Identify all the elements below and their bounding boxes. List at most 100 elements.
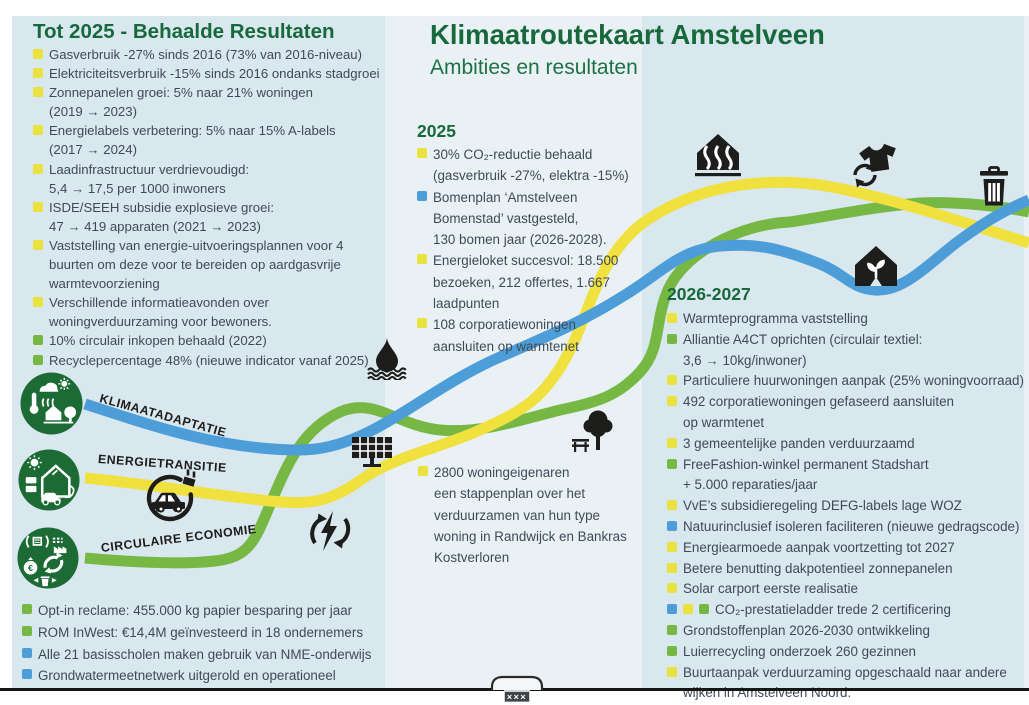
bullet-square (33, 87, 43, 98)
list-item-text: Laadinfrastructuur verdrievoudigd: 5,4 →… (49, 161, 250, 196)
svg-text:€: € (28, 563, 33, 573)
bullet-group (667, 663, 683, 677)
bullet-group (417, 314, 433, 329)
list-item-text: Grondstoffenplan 2026-2030 ontwikkeling (683, 622, 930, 638)
bullet-group (22, 665, 38, 680)
bullet-group (33, 236, 49, 250)
page-subtitle: Ambities en resultaten (430, 56, 638, 79)
waste-bin-icon (980, 166, 1008, 206)
bullet-square (33, 239, 43, 250)
list-item: 2800 woningeigenaren een stappenplan ove… (418, 462, 648, 568)
bullet-group (667, 309, 683, 323)
list-item-text: 2800 woningeigenaren een stappenplan ove… (434, 465, 627, 566)
list-item: ISDE/SEEH subsidie explosieve groei: 47 … (33, 198, 393, 236)
list-item: VvE’s subsidieregeling DEFG-labels lage … (667, 496, 1029, 517)
list-item: 10% circulair inkopen behaald (2022) (33, 331, 393, 350)
bullet-group (667, 559, 683, 573)
section-2025-heading: 2025 (417, 121, 456, 141)
list-item: FreeFashion-winkel permanent Stadshart +… (667, 455, 1029, 497)
list-item-text: Energielabels verbetering: 5% naar 15% A… (49, 123, 336, 158)
solar-panel-icon (352, 437, 392, 467)
bullet-group (33, 351, 49, 365)
list-item: Betere benutting dakpotentieel zonnepane… (667, 559, 1029, 580)
bullet-square (667, 624, 677, 635)
bullet-group (33, 121, 49, 136)
list-item: Alliantie A4CT oprichten (circulair text… (667, 330, 1029, 372)
bullet-square (667, 562, 677, 573)
bullet-square (33, 201, 43, 212)
bullet-group (33, 64, 49, 79)
list-item-text: Opt-in reclame: 455.000 kg papier bespar… (38, 603, 353, 618)
list-item-text: ROM InWest: €14,4M geïnvesteerd in 18 on… (38, 624, 364, 640)
bullet-square (33, 354, 43, 365)
bullet-square (699, 604, 709, 615)
bullet-group (33, 45, 49, 59)
page-title: Klimaatroutekaart Amstelveen (430, 19, 825, 50)
list-item: Zonnepanelen groei: 5% naar 21% woningen… (33, 83, 393, 121)
bullet-square (667, 458, 677, 469)
bullet-group (667, 496, 683, 511)
list-item-text: Solar carport eerste realisatie (683, 581, 858, 597)
bullet-square (667, 541, 677, 552)
list-item-text: Verschillende informatieavonden over won… (49, 295, 272, 330)
list-item-text: Energieloket succesvol: 18.500 bezoeken,… (433, 253, 619, 312)
bullet-square (667, 604, 677, 615)
bullet-group (667, 600, 715, 615)
bullet-square (417, 190, 427, 201)
list-item: Alle 21 basisscholen maken gebruik van N… (22, 644, 402, 666)
list-item-text: 3 gemeentelijke panden verduurzaamd (683, 435, 915, 451)
bullet-group (667, 434, 683, 448)
bullet-square (667, 333, 677, 344)
list-item: Particuliere huurwoningen aanpak (25% wo… (667, 371, 1029, 392)
list-item-text: Alle 21 basisscholen maken gebruik van N… (38, 646, 372, 662)
green-energy-cycle-icon (310, 511, 351, 551)
list-item: Bomenplan ‘Amstelveen Bomenstad’ vastges… (417, 187, 667, 251)
bullet-square (417, 148, 427, 158)
ev-charging-icon (146, 469, 196, 522)
bullet-square (667, 500, 677, 511)
list-item: 30% CO₂-reductie behaald (gasverbruik -2… (417, 144, 667, 187)
bullet-group (417, 187, 433, 201)
bullet-group (667, 579, 683, 594)
energietransitie-badge (18, 449, 80, 511)
list-item: Grondwatermeetnetwerk uitgerold en opera… (22, 665, 402, 687)
list-item-text: 492 corporatiewoningen gefaseerd aanslui… (683, 394, 954, 430)
list-item: Energiearmoede aanpak voortzetting tot 2… (667, 538, 1029, 559)
achieved-results-list: Gasverbruik -27% sinds 2016 (73% van 201… (33, 45, 393, 370)
list-item: Verschillende informatieavonden over won… (33, 293, 393, 331)
list-item-text: Buurtaanpak verduurzaming opgeschaald na… (683, 664, 1007, 701)
list-item-text: Alliantie A4CT oprichten (circulair text… (683, 331, 923, 368)
bullet-square (417, 254, 427, 265)
section-2026-heading: 2026-2027 (667, 284, 751, 304)
list-item: CO₂-prestatieladder trede 2 certificerin… (667, 600, 1029, 621)
bullet-group (33, 293, 49, 308)
bullet-group (667, 330, 683, 344)
list-item: Grondstoffenplan 2026-2030 ontwikkeling (667, 621, 1029, 642)
list-item: Vaststelling van energie-uitvoeringsplan… (33, 236, 393, 293)
list-item-text: Grondwatermeetnetwerk uitgerold en opera… (38, 668, 336, 684)
list-item: Energielabels verbetering: 5% naar 15% A… (33, 121, 393, 159)
list-item: 492 corporatiewoningen gefaseerd aanslui… (667, 392, 1029, 434)
bullet-group (22, 622, 38, 636)
bullet-group (418, 462, 434, 476)
list-item: Buurtaanpak verduurzaming opgeschaald na… (667, 663, 1029, 705)
list-item: Warmteprogramma vaststelling (667, 309, 1029, 330)
bullet-square (33, 125, 43, 136)
right-edge-band (1024, 16, 1029, 688)
bullet-square (33, 49, 43, 59)
list-item: Gasverbruik -27% sinds 2016 (73% van 201… (33, 45, 393, 64)
list-item: Natuurinclusief isoleren faciliteren (ni… (667, 517, 1029, 538)
amstelveen-bridge-logo: ××× (490, 675, 544, 702)
circulaire-economie-badge: € (17, 527, 79, 589)
achieved-heading: Tot 2025 - Behaalde Resultaten (33, 20, 335, 43)
bullet-square (22, 669, 32, 680)
list-item-text: CO₂-prestatieladder trede 2 certificerin… (715, 602, 951, 618)
bullet-square (667, 583, 677, 594)
list-item-text: Natuurinclusief isoleren faciliteren (ni… (683, 518, 1020, 534)
list-2026-2027: Warmteprogramma vaststelling Alliantie A… (667, 309, 1029, 704)
list-item: 3 gemeentelijke panden verduurzaamd (667, 434, 1029, 455)
list-item: Recyclepercentage 48% (nieuwe indicator … (33, 351, 393, 370)
list-item-text: Bomenplan ‘Amstelveen Bomenstad’ vastges… (433, 189, 607, 248)
list-item: Luierrecycling onderzoek 260 gezinnen (667, 642, 1029, 663)
